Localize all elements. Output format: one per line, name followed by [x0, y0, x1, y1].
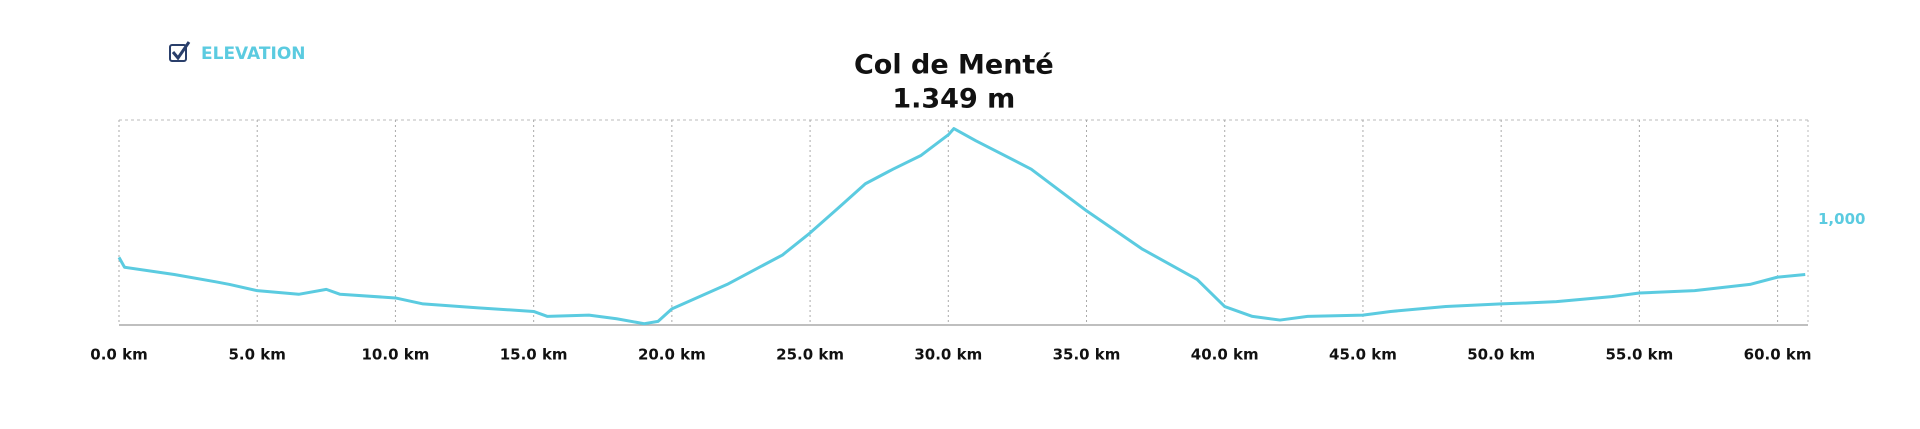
x-tick-label: 40.0 km	[1191, 346, 1259, 364]
x-tick-label: 50.0 km	[1467, 346, 1535, 364]
x-tick-label: 30.0 km	[914, 346, 982, 364]
x-tick-label: 55.0 km	[1605, 346, 1673, 364]
x-tick-label: 0.0 km	[90, 346, 147, 364]
x-tick-label: 15.0 km	[500, 346, 568, 364]
x-tick-label: 60.0 km	[1744, 346, 1812, 364]
legend-checkbox[interactable]	[169, 44, 187, 62]
x-tick-label: 20.0 km	[638, 346, 706, 364]
x-tick-label: 35.0 km	[1053, 346, 1121, 364]
legend-label[interactable]: ELEVATION	[201, 44, 306, 64]
x-tick-label: 5.0 km	[229, 346, 286, 364]
x-tick-label: 25.0 km	[776, 346, 844, 364]
elevation-line	[117, 127, 1806, 326]
x-tick-label: 10.0 km	[362, 346, 430, 364]
x-tick-label: 45.0 km	[1329, 346, 1397, 364]
checkmark	[171, 41, 191, 61]
peak-annotation: 1.349 m	[892, 84, 1015, 115]
y-tick-label: 1,000	[1818, 210, 1865, 228]
legend[interactable]: ELEVATION	[169, 41, 306, 64]
peak-annotation: Col de Menté	[854, 50, 1054, 81]
